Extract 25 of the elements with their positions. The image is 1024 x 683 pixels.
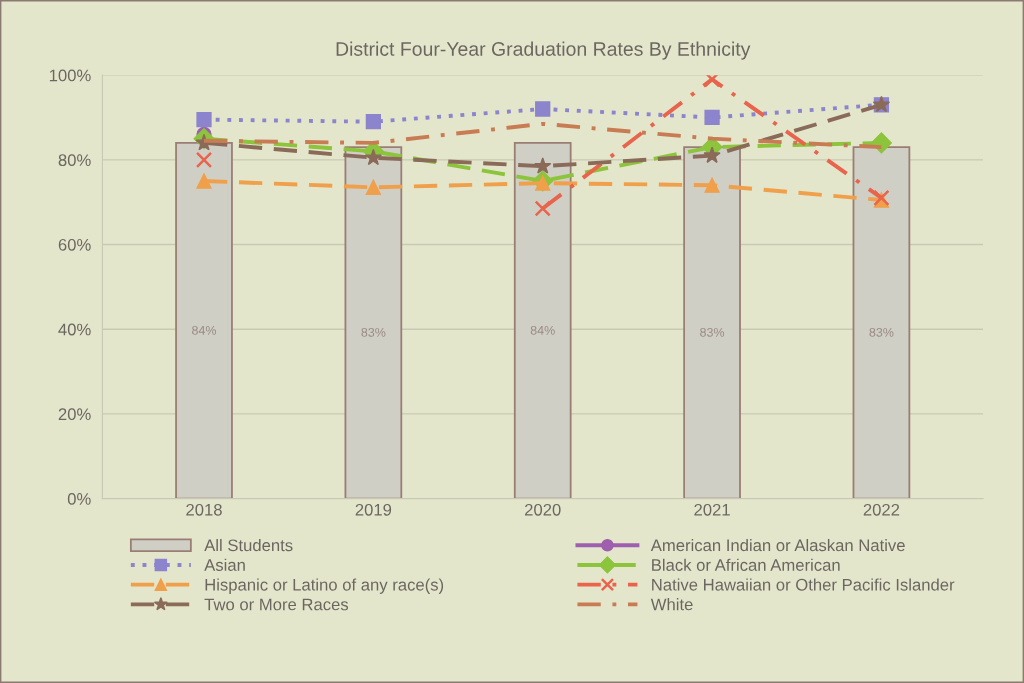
x-tick-label: 2020 [525,503,561,516]
data-label: 83% [361,327,386,337]
legend-label: Black or African American [652,558,840,571]
x-tick-label: 2022 [863,503,900,516]
legend-label: Asian [204,558,245,571]
legend-label: Two or More Races [204,598,349,611]
y-tick-label: 20% [58,408,91,421]
data-label: 83% [869,327,894,337]
y-tick-label: 100% [49,69,91,82]
legend-label: American Indian or Alaskan Native [650,539,905,552]
legend-label: White [650,598,693,611]
x-tick-label: 2019 [355,503,392,516]
legend-label: Native Hawaiian or Other Pacific Islander [652,578,955,591]
x-tick-label: 2021 [694,503,730,516]
data-label: 83% [700,327,725,337]
legend-label: Hispanic or Latino of any race(s) [205,578,444,594]
chart-title: District Four-Year Graduation Rates By Ethnicity [336,41,751,60]
y-tick-label: 40% [58,323,91,336]
y-tick-label: 60% [58,238,91,251]
legend-label: All Students [204,539,293,552]
x-tick-label: 2018 [186,503,222,516]
data-label: 84% [192,325,217,335]
data-label: 84% [530,325,555,335]
y-tick-label: 80% [58,154,91,167]
y-tick-label: 0% [67,492,91,505]
